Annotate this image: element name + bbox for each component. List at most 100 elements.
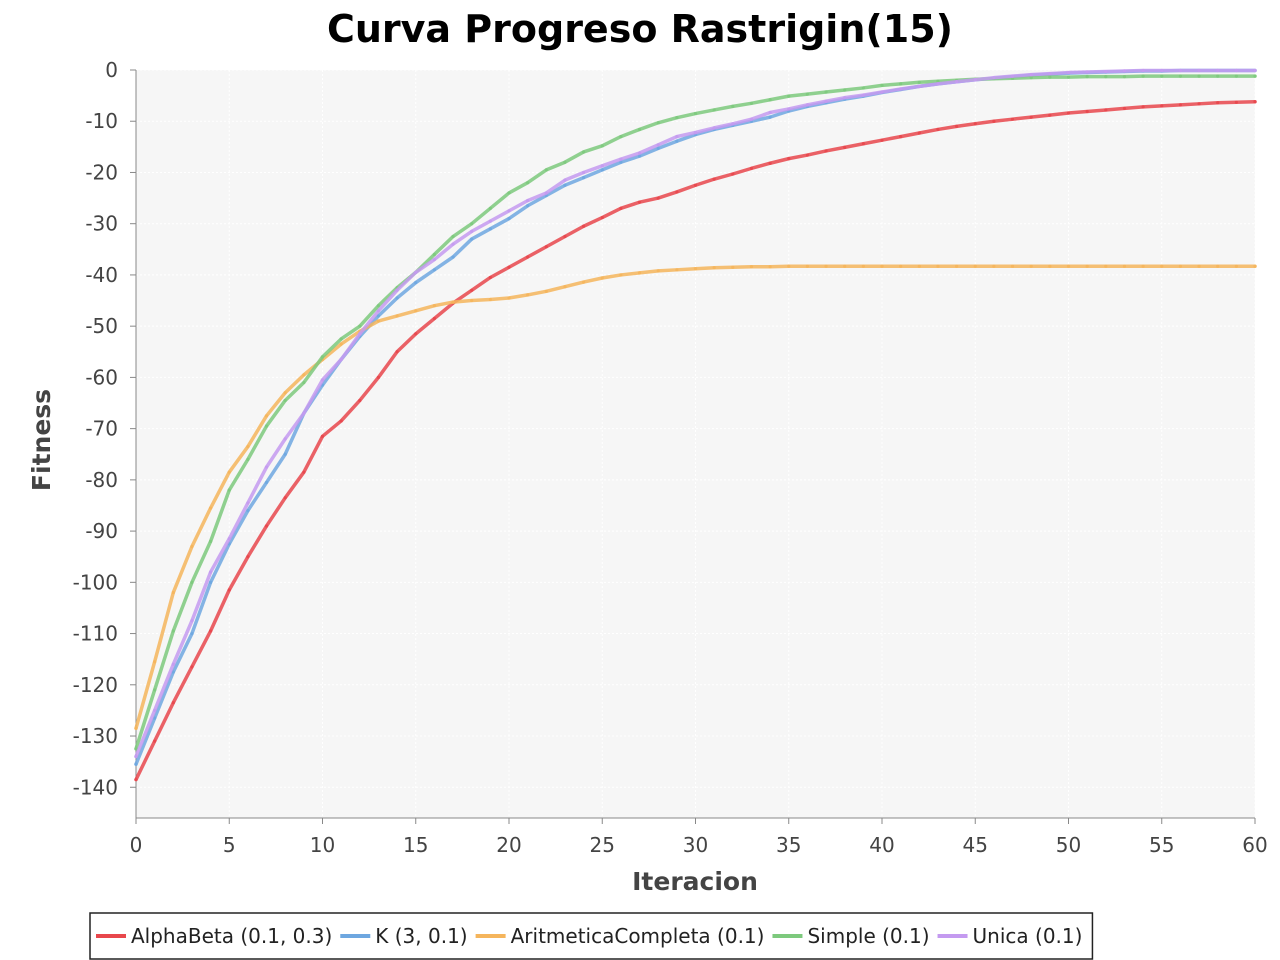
data-point bbox=[749, 166, 754, 170]
data-point bbox=[1010, 264, 1015, 268]
data-point bbox=[488, 227, 492, 231]
data-point bbox=[824, 99, 828, 103]
data-point bbox=[451, 242, 455, 246]
data-point bbox=[805, 264, 810, 268]
data-point bbox=[1234, 264, 1238, 268]
data-point bbox=[1216, 74, 1220, 78]
data-point bbox=[973, 78, 977, 82]
legend-label: Unica (0.1) bbox=[973, 924, 1083, 948]
data-point bbox=[824, 264, 828, 268]
data-point bbox=[1141, 68, 1145, 73]
data-point bbox=[973, 264, 977, 268]
data-point bbox=[432, 268, 436, 272]
data-point bbox=[1197, 68, 1201, 73]
series-lines bbox=[134, 68, 1257, 782]
data-point bbox=[637, 200, 642, 204]
data-point bbox=[1085, 70, 1089, 74]
legend-label: AlphaBeta (0.1, 0.3) bbox=[131, 924, 332, 948]
data-point bbox=[768, 161, 772, 165]
data-point bbox=[637, 151, 642, 155]
data-point bbox=[563, 183, 567, 187]
data-point bbox=[134, 762, 138, 766]
data-point bbox=[656, 146, 660, 150]
data-point bbox=[339, 337, 343, 341]
data-point bbox=[861, 264, 865, 268]
data-point bbox=[1197, 264, 1201, 268]
data-point bbox=[320, 378, 325, 382]
data-point bbox=[1197, 74, 1201, 78]
data-point bbox=[600, 168, 604, 172]
data-point bbox=[153, 708, 157, 713]
data-point bbox=[1066, 111, 1071, 115]
data-point bbox=[302, 380, 306, 385]
data-point bbox=[246, 501, 250, 505]
y-tick-label: 0 bbox=[105, 58, 118, 82]
data-point bbox=[320, 434, 325, 438]
data-point bbox=[1048, 264, 1052, 268]
data-point bbox=[955, 124, 959, 128]
data-point bbox=[600, 164, 604, 168]
data-point bbox=[526, 204, 530, 208]
data-point bbox=[376, 304, 381, 308]
data-point bbox=[1029, 76, 1033, 80]
data-point bbox=[656, 121, 660, 125]
data-point bbox=[1029, 264, 1033, 268]
data-point bbox=[582, 175, 586, 180]
x-tick-label: 50 bbox=[1056, 833, 1081, 857]
data-point bbox=[339, 357, 343, 362]
data-point bbox=[488, 206, 492, 210]
data-point bbox=[861, 93, 865, 97]
data-point bbox=[526, 181, 530, 185]
data-point bbox=[302, 470, 306, 474]
data-point bbox=[675, 139, 679, 143]
y-tick-label: -40 bbox=[85, 263, 118, 287]
data-point bbox=[451, 234, 455, 239]
data-point bbox=[563, 160, 567, 164]
data-point bbox=[358, 324, 362, 328]
data-point bbox=[731, 104, 735, 108]
x-tick-label: 20 bbox=[496, 833, 521, 857]
data-point bbox=[675, 190, 679, 194]
data-point bbox=[749, 117, 754, 121]
data-point bbox=[1010, 74, 1015, 78]
y-tick-label: -90 bbox=[85, 519, 118, 543]
data-point bbox=[899, 264, 903, 268]
data-point bbox=[246, 509, 250, 513]
data-point bbox=[917, 84, 921, 88]
data-point bbox=[563, 178, 567, 182]
data-point bbox=[768, 98, 772, 102]
y-tick-label: -20 bbox=[85, 160, 118, 184]
legend-item: AritmeticaCompleta (0.1) bbox=[475, 924, 764, 948]
data-point bbox=[1066, 70, 1071, 75]
data-point bbox=[283, 452, 287, 456]
data-point bbox=[582, 280, 586, 284]
data-point bbox=[376, 319, 381, 323]
data-point bbox=[209, 629, 213, 633]
data-point bbox=[805, 92, 810, 96]
data-point bbox=[917, 131, 921, 135]
data-point bbox=[787, 264, 791, 268]
data-point bbox=[656, 196, 660, 200]
legend-item: K (3, 0.1) bbox=[340, 924, 468, 948]
data-point bbox=[693, 130, 698, 135]
data-point bbox=[1253, 100, 1257, 104]
data-point bbox=[992, 76, 996, 80]
data-point bbox=[171, 670, 175, 674]
data-point bbox=[1160, 68, 1164, 73]
data-point bbox=[805, 153, 810, 157]
data-point bbox=[1253, 68, 1257, 73]
data-point bbox=[209, 570, 213, 574]
data-point bbox=[190, 665, 194, 669]
data-point bbox=[209, 580, 213, 584]
data-point bbox=[675, 116, 679, 120]
data-point bbox=[376, 375, 381, 379]
data-point bbox=[1122, 69, 1127, 73]
data-point bbox=[302, 373, 306, 377]
data-point bbox=[470, 222, 474, 226]
data-point bbox=[861, 142, 865, 146]
data-point bbox=[843, 264, 847, 268]
series-1 bbox=[134, 100, 1257, 782]
data-point bbox=[432, 304, 436, 308]
data-point bbox=[246, 444, 250, 449]
data-point bbox=[787, 157, 791, 161]
